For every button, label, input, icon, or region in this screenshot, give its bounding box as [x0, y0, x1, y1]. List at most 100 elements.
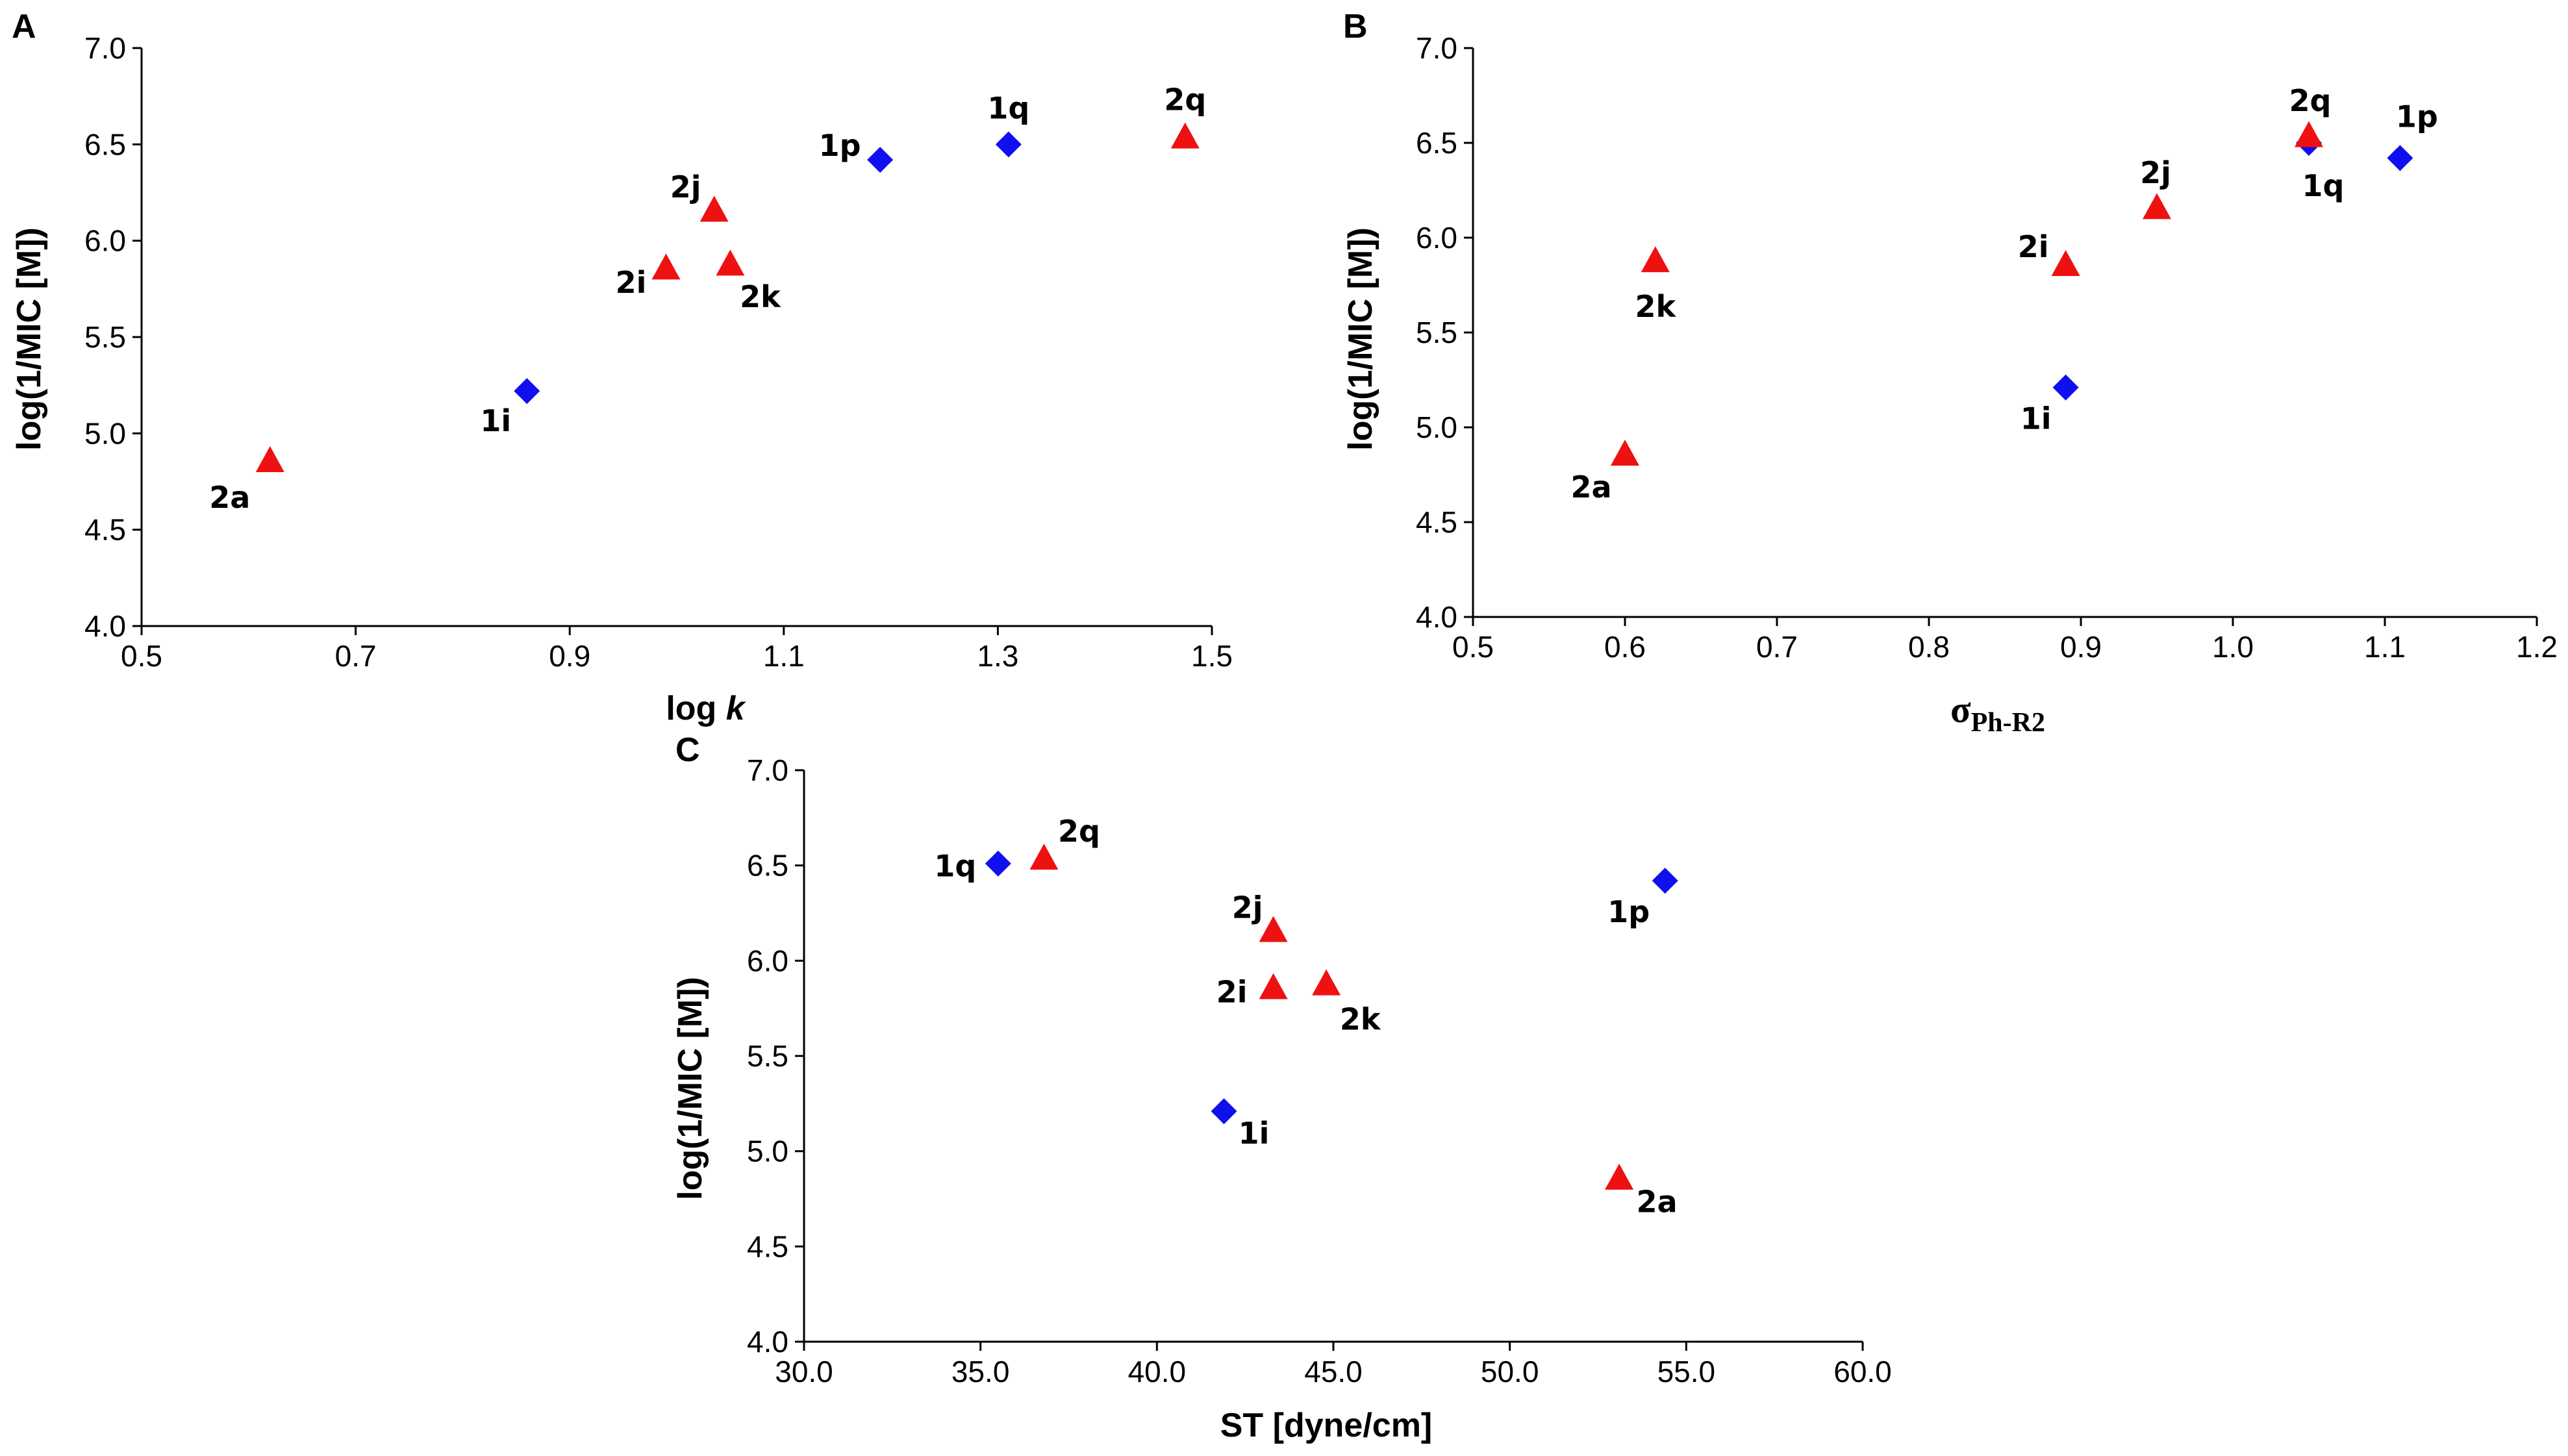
point-label-b-2j: 2j [2140, 155, 2171, 190]
x-ticks-a: 0.5 0.7 0.9 1.1 1.3 1.5 [121, 626, 1233, 673]
x-tick-label-b: 1.0 [2212, 630, 2254, 664]
point-c-2k [1312, 969, 1341, 996]
point-a-2i [651, 253, 681, 280]
marks-a: 2a 1i 2i 2j 2k 1p 1q 2q [209, 82, 1206, 514]
point-label-c-2q: 2q [1058, 814, 1100, 849]
x-tick-label-c: 50.0 [1481, 1355, 1539, 1388]
point-label-b-2q: 2q [2289, 83, 2332, 118]
point-label-a-1i: 1i [480, 403, 511, 438]
x-tick-label-a: 1.1 [763, 639, 805, 673]
axes-b [1472, 48, 2537, 618]
point-label-b-2k: 2k [1635, 289, 1676, 324]
x-tick-label-b: 1.2 [2516, 630, 2558, 664]
point-label-b-1q: 1q [2302, 168, 2345, 203]
point-label-b-1p: 1p [2396, 99, 2438, 134]
point-label-b-2a: 2a [1570, 470, 1611, 505]
point-c-1p [1652, 868, 1678, 894]
y-tick-label-c: 4.0 [747, 1325, 788, 1359]
point-a-2k [716, 249, 745, 276]
x-axis-label-b: σPh-R2 [1950, 688, 2045, 738]
x-tick-label-c: 30.0 [775, 1355, 833, 1388]
y-tick-label-b: 6.0 [1416, 221, 1457, 255]
y-axis-label-b: log(1/MIC [M]) [1342, 227, 1379, 451]
point-c-1q [985, 850, 1011, 877]
panel-letter-a: A [12, 8, 36, 45]
x-tick-label-b: 0.5 [1452, 630, 1494, 664]
y-ticks-a: 4.0 4.5 5.0 5.5 6.0 6.5 7.0 [84, 31, 142, 643]
point-b-2k [1641, 246, 1670, 273]
point-a-1q [995, 131, 1022, 158]
x-tick-label-b: 0.6 [1604, 630, 1646, 664]
point-label-a-1p: 1p [819, 128, 861, 163]
marks-c: 1q 2q 1i 2i 2j 2k 2a 1p [934, 814, 1678, 1220]
point-a-1p [867, 147, 894, 173]
point-label-a-2i: 2i [616, 265, 647, 300]
point-b-2q [2295, 121, 2323, 147]
x-tick-label-b: 0.7 [1756, 630, 1798, 664]
x-axis-label-b-sigma: σ [1950, 688, 1971, 731]
x-tick-label-a: 1.3 [977, 639, 1018, 673]
y-tick-label-c: 5.5 [747, 1039, 788, 1073]
point-c-2i [1259, 973, 1288, 999]
x-tick-label-c: 55.0 [1657, 1355, 1716, 1388]
point-label-c-1i: 1i [1239, 1116, 1270, 1151]
y-tick-label-b: 7.0 [1416, 31, 1457, 65]
point-b-1p [2387, 145, 2413, 171]
point-a-2q [1170, 122, 1200, 149]
y-axis-label-c: log(1/MIC [M]) [672, 977, 709, 1200]
x-axis-label-a-italic: k [726, 690, 747, 727]
point-label-c-2j: 2j [1232, 890, 1263, 925]
x-ticks-b: 0.5 0.6 0.7 0.8 0.9 1.0 1.1 1.2 [1452, 617, 2558, 664]
point-label-b-2i: 2i [2018, 229, 2049, 264]
y-tick-label-b: 5.5 [1416, 316, 1457, 349]
panel-c: C 30.0 35.0 40.0 45.0 50.0 55.0 60.0 4.0 4.5 5.0… [672, 731, 1892, 1444]
y-tick-label-a: 5.0 [84, 416, 126, 450]
point-label-c-1q: 1q [934, 849, 976, 884]
x-tick-label-b: 0.8 [1908, 630, 1950, 664]
marks-b: 2a 2k 1i 2i 2j 1q 2q 1p [1570, 83, 2437, 505]
point-b-2i [2051, 250, 2080, 276]
x-tick-label-b: 0.9 [2060, 630, 2102, 664]
x-axis-label-c: ST [dyne/cm] [1220, 1407, 1433, 1444]
x-tick-label-a: 0.7 [335, 639, 377, 673]
y-tick-label-c: 4.5 [747, 1229, 788, 1263]
x-tick-label-a: 1.5 [1191, 639, 1233, 673]
y-tick-label-b: 6.5 [1416, 126, 1457, 160]
y-ticks-b: 4.0 4.5 5.0 5.5 6.0 6.5 7.0 [1416, 31, 1473, 634]
y-tick-label-a: 4.5 [84, 513, 126, 547]
x-tick-label-c: 60.0 [1833, 1355, 1892, 1388]
point-a-2a [255, 446, 284, 473]
y-tick-label-c: 5.0 [747, 1135, 788, 1168]
point-c-2q [1029, 844, 1059, 870]
panel-b: B 0.5 0.6 0.7 0.8 0.9 1.0 1.1 1.2 4.0 4.5 5.0 5.5 6… [1342, 8, 2558, 738]
y-tick-label-c: 6.0 [747, 944, 788, 977]
point-b-2a [1611, 440, 1639, 466]
point-a-2j [699, 195, 729, 222]
point-b-2j [2143, 193, 2171, 220]
point-c-2a [1605, 1163, 1634, 1190]
y-tick-label-b: 5.0 [1416, 410, 1457, 444]
axes-a [140, 48, 1212, 627]
x-ticks-c: 30.0 35.0 40.0 45.0 50.0 55.0 60.0 [775, 1342, 1892, 1388]
panel-a: A 0.5 0.7 0.9 1.1 1.3 1.5 4.0 4.5 5.0 5.5 6.0 6.5 7… [10, 8, 1233, 727]
y-ticks-c: 4.0 4.5 5.0 5.5 6.0 6.5 7.0 [747, 753, 804, 1359]
point-label-c-2i: 2i [1216, 974, 1248, 1009]
point-c-2j [1259, 916, 1288, 942]
point-label-a-1q: 1q [987, 90, 1029, 125]
x-axis-label-a-text: log [666, 690, 725, 727]
x-tick-label-a: 0.9 [549, 639, 590, 673]
y-tick-label-c: 6.5 [747, 849, 788, 883]
y-tick-label-b: 4.5 [1416, 505, 1457, 539]
point-label-c-2a: 2a [1637, 1185, 1678, 1220]
point-label-a-2a: 2a [209, 480, 250, 515]
point-c-1i [1211, 1098, 1237, 1125]
panel-letter-c: C [675, 731, 700, 769]
x-axis-label-b-subscript: Ph-R2 [1971, 708, 2045, 738]
point-a-1i [514, 378, 540, 405]
point-label-b-1i: 1i [2020, 401, 2052, 436]
y-axis-label-a: log(1/MIC [M]) [10, 227, 48, 451]
point-b-1i [2052, 374, 2079, 401]
y-tick-label-b: 4.0 [1416, 600, 1457, 634]
panel-letter-b: B [1343, 8, 1368, 45]
